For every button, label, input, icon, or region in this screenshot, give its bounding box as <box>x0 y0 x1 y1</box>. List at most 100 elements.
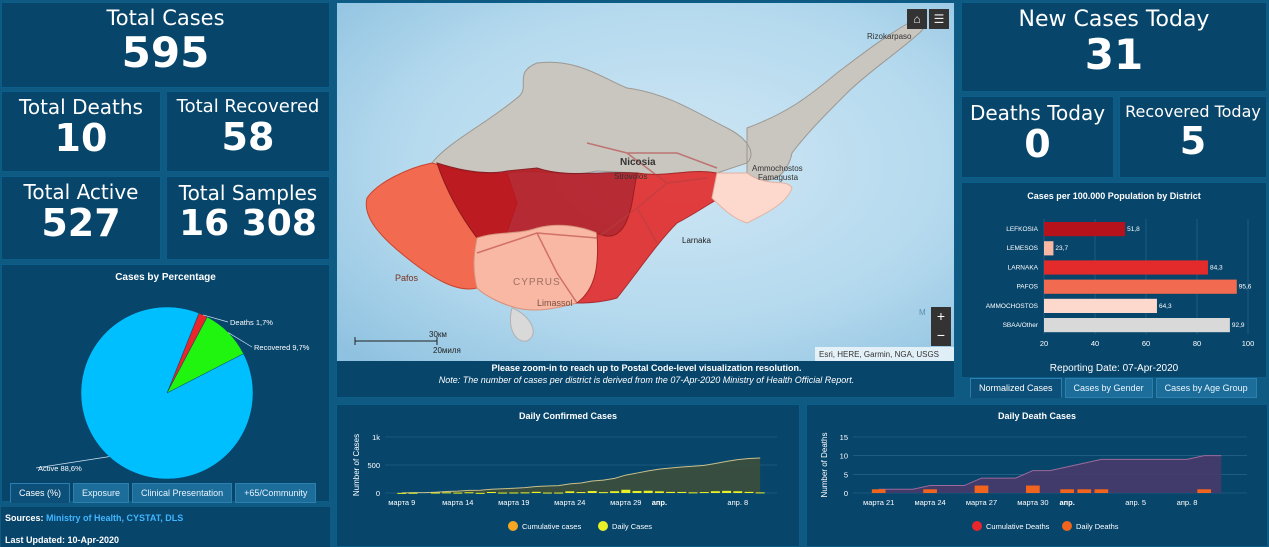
daily-bar <box>610 491 620 493</box>
bar-xtick-label: 100 <box>1242 339 1255 348</box>
map-view[interactable]: Rizokarpaso Nicosia Strovolos Ammochosto… <box>337 3 955 361</box>
pie-chart: Active 88,6% Deaths 1,7% Recovered 9,7% <box>35 306 310 480</box>
scale-mi: 20миля <box>433 346 461 355</box>
daily-bar <box>632 490 642 493</box>
bar-value-label: 84,3 <box>1210 264 1223 271</box>
daily-bar <box>643 490 653 493</box>
daily-bar <box>710 491 720 493</box>
recovered-today-value: 5 <box>1179 118 1207 163</box>
total-samples-value: 16 308 <box>179 203 317 244</box>
pie-slice-label: Deaths 1,7% <box>230 318 273 327</box>
daily-bar <box>531 491 541 493</box>
map-label-m-edge: M <box>919 308 926 317</box>
daily-bar <box>677 491 687 493</box>
bar-category-label: PAFOS <box>1016 284 1038 291</box>
district-ammochostos <box>711 172 793 224</box>
map-attribution: Esri, HERE, Garmin, NGA, USGS <box>819 350 939 359</box>
home-icon[interactable]: ⌂ <box>907 9 927 29</box>
daily-bar <box>871 489 886 493</box>
daily-bar <box>1094 489 1109 493</box>
daily-bar <box>666 491 676 493</box>
pie-tabs: Cases (%) Exposure Clinical Presentation… <box>10 483 317 503</box>
pie-chart-title: Cases by Percentage <box>115 272 216 283</box>
zoom-out-button[interactable]: − <box>931 326 951 346</box>
map-note-bold: Please zoom-in to reach up to Postal Cod… <box>491 363 802 373</box>
ts-ytick-label: 0 <box>376 489 380 498</box>
tab-clinical-presentation[interactable]: Clinical Presentation <box>132 483 233 503</box>
daily-bar <box>587 491 597 493</box>
road-network <box>476 142 718 304</box>
cumulative-line <box>878 455 1222 490</box>
sources-links[interactable]: Ministry of Health, CYSTAT, DLS <box>46 513 184 523</box>
total-cases-label: Total Cases <box>106 6 225 30</box>
total-active-panel: Total Active 527 <box>1 176 161 260</box>
district-bar-chart: 20 40 60 80 100 LEFKOSIA 51,8 LEMESOS 23,7 LARNAK… <box>986 219 1255 348</box>
daily-bar <box>722 490 732 493</box>
new-cases-today-value: 31 <box>1084 30 1144 80</box>
total-recovered-value: 58 <box>221 114 275 159</box>
legend-label: Cumulative Deaths <box>986 522 1050 531</box>
bar-value-label: 51,8 <box>1127 226 1140 233</box>
deaths-today-label: Deaths Today <box>969 101 1106 125</box>
ts-xtick-label: марта 30 <box>1017 498 1048 507</box>
total-active-value: 527 <box>41 201 121 245</box>
daily-bar <box>486 491 496 493</box>
daily-bar <box>744 491 754 493</box>
legend-list-icon[interactable]: ☰ <box>929 9 949 29</box>
daily-bar <box>430 492 440 494</box>
deaths-today-value: 0 <box>1024 122 1051 166</box>
map-label-nicosia: Nicosia <box>620 157 656 168</box>
total-cases-value: 595 <box>121 28 210 78</box>
daily-bar <box>1077 489 1092 493</box>
ts-ylabel: Number of Cases <box>352 434 361 496</box>
ts-xtick-label: марта 14 <box>442 498 473 507</box>
tab-65-community[interactable]: +65/Community <box>235 483 317 503</box>
legend-marker <box>972 521 982 531</box>
daily-confirmed-title: Daily Confirmed Cases <box>518 411 618 421</box>
pie-slice-label: Recovered 9,7% <box>254 343 310 352</box>
tab-cases-by-gender[interactable]: Cases by Gender <box>1064 378 1153 398</box>
ts-ylabel: Number of Deaths <box>820 433 829 498</box>
tab-cases-by-age-group[interactable]: Cases by Age Group <box>1155 378 1257 398</box>
sources-label: Sources: <box>5 513 44 523</box>
daily-bar <box>464 492 474 494</box>
ts-ytick-label: 15 <box>840 433 848 442</box>
tab-cases-percent[interactable]: Cases (%) <box>10 483 71 503</box>
tab-normalized-cases[interactable]: Normalized Cases <box>970 378 1062 398</box>
ts-xtick-label: апр. <box>652 498 667 507</box>
legend-label: Daily Cases <box>612 522 652 531</box>
daily-bar <box>974 485 989 493</box>
bar-xtick-label: 20 <box>1040 339 1048 348</box>
ts-xtick-label: марта 9 <box>388 498 415 507</box>
map-container[interactable]: Rizokarpaso Nicosia Strovolos Ammochosto… <box>336 2 955 398</box>
map-label-rizokarpaso: Rizokarpaso <box>867 32 912 41</box>
tab-exposure[interactable]: Exposure <box>73 483 130 503</box>
daily-bar <box>498 492 508 494</box>
map-label-strovolos: Strovolos <box>614 172 647 181</box>
pie-slice-label: Active 88,6% <box>38 464 82 473</box>
ts-xtick-label: марта 27 <box>966 498 997 507</box>
total-recovered-label: Total Recovered <box>176 96 320 117</box>
legend-marker <box>598 521 608 531</box>
bar-value-label: 64,3 <box>1159 303 1172 310</box>
ts-xtick-label: марта 24 <box>554 498 585 507</box>
daily-bar <box>1026 485 1040 493</box>
total-samples-label: Total Samples <box>178 181 318 205</box>
district-bar <box>1044 298 1157 313</box>
daily-bar <box>554 492 564 494</box>
daily-bar <box>442 492 452 494</box>
ts-xtick-label: марта 29 <box>610 498 641 507</box>
daily-death-title: Daily Death Cases <box>997 411 1077 421</box>
legend-marker <box>508 521 518 531</box>
map-note: Please zoom-in to reach up to Postal Cod… <box>337 363 954 385</box>
daily-bar <box>688 492 698 494</box>
total-cases-panel: Total Cases 595 <box>1 2 330 88</box>
district-bar <box>1044 222 1126 237</box>
daily-bar <box>699 492 709 494</box>
map-note-italic: Note: The number of cases per district i… <box>438 375 855 385</box>
map-label-cyprus: CYPRUS <box>513 277 561 288</box>
total-active-label: Total Active <box>23 180 139 204</box>
district-chart-panel: Cases per 100.000 Population by District… <box>961 182 1267 378</box>
bar-category-label: LEFKOSIA <box>1006 226 1038 233</box>
zoom-in-button[interactable]: + <box>931 307 951 327</box>
